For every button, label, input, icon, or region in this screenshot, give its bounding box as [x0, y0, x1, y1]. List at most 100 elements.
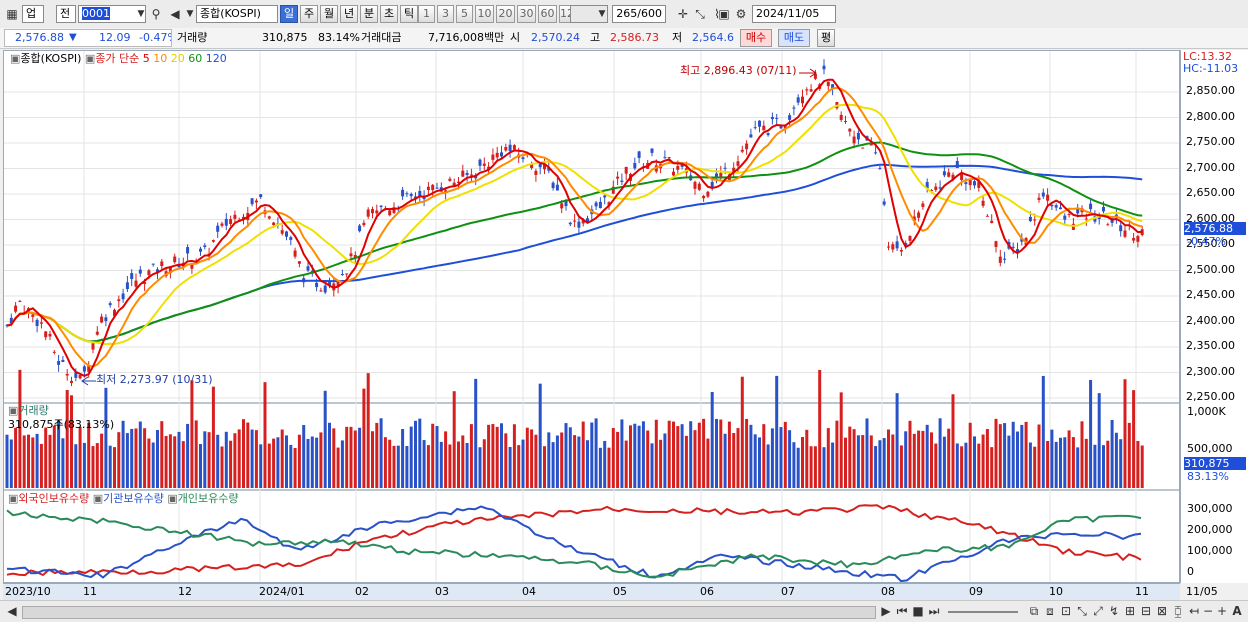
volume-bar — [22, 435, 26, 488]
chart-canvas[interactable] — [4, 51, 1179, 582]
volume-bar — [861, 435, 865, 488]
crosshair-icon[interactable]: ✛ — [677, 7, 689, 21]
count-max: /600 — [637, 7, 662, 20]
candle-body — [340, 274, 344, 276]
sell-button[interactable]: 매도 — [778, 29, 810, 47]
interval-button-0[interactable]: 1 — [418, 5, 435, 23]
tool-icon-9[interactable]: ⊠ — [1156, 604, 1168, 618]
code-input[interactable]: 0001 — [78, 5, 146, 23]
play-icon[interactable]: ▶ — [881, 604, 891, 618]
candle-body — [186, 247, 190, 254]
period-button-0[interactable]: 일 — [280, 5, 298, 23]
zoom-step-icon[interactable]: ↤ — [1188, 604, 1200, 618]
volume-bar — [48, 434, 52, 488]
eval-button[interactable]: 평 — [817, 29, 835, 47]
volume-bar — [396, 445, 400, 488]
tool-icon-1[interactable]: ⧉ — [1029, 604, 1039, 618]
candle-body — [306, 266, 310, 271]
volume-bar — [1119, 439, 1123, 488]
tool-icon-8[interactable]: ⊟ — [1140, 604, 1152, 618]
volume-bar — [186, 423, 190, 488]
candle-body — [31, 314, 35, 317]
hold-tick-3: 100,000 — [1187, 544, 1233, 557]
forward-icon[interactable]: ⏭ — [928, 604, 940, 618]
volume-bar — [1097, 393, 1101, 488]
gear-icon[interactable]: ⚙ — [735, 7, 747, 21]
candle-body — [1059, 207, 1062, 210]
zoom-in-icon[interactable]: + — [1216, 604, 1228, 618]
period-button-6[interactable]: 틱 — [400, 5, 418, 23]
candle-body — [315, 282, 319, 288]
candle-body — [259, 194, 263, 198]
scroll-field[interactable] — [570, 5, 608, 23]
rewind-icon[interactable]: ⏮ — [896, 604, 908, 618]
volume-bar — [117, 432, 121, 488]
speed-slider[interactable] — [948, 611, 1018, 613]
volume-bar — [990, 447, 994, 488]
tool-icon-4[interactable]: ⤡ — [1077, 604, 1087, 618]
period-button-4[interactable]: 분 — [360, 5, 378, 23]
prev-select[interactable]: 전 — [56, 5, 76, 23]
down-arrow-icon: ▼ — [69, 32, 77, 43]
low-label: 저 — [672, 31, 683, 44]
period-button-2[interactable]: 월 — [320, 5, 338, 23]
interval-button-3[interactable]: 10 — [475, 5, 494, 23]
auto-scale-icon[interactable]: A — [1232, 604, 1242, 618]
volume-bar — [302, 425, 306, 488]
volume-bar — [263, 382, 267, 488]
volume-bar — [1140, 445, 1144, 488]
interval-button-1[interactable]: 3 — [437, 5, 454, 23]
candle-body — [908, 236, 912, 241]
interval-button-2[interactable]: 5 — [456, 5, 473, 23]
volume-bar — [865, 418, 869, 488]
grid-icon[interactable]: ▦ — [6, 7, 18, 21]
low-annotation-arrow — [81, 376, 96, 386]
dropdown-icon-3[interactable]: ▼ — [598, 9, 606, 19]
scroll-left-icon[interactable]: ◀ — [7, 604, 17, 618]
candle-body — [289, 237, 293, 240]
candle-body — [117, 299, 121, 302]
volume-bar — [538, 383, 542, 488]
interval-button-5[interactable]: 30 — [517, 5, 536, 23]
tool-icon-5[interactable]: ⤢ — [1093, 604, 1103, 618]
dropdown-icon-2[interactable]: ▼ — [186, 9, 194, 19]
count-field[interactable]: 265/600 — [612, 5, 666, 23]
candle-body — [710, 181, 714, 188]
save-icon[interactable]: ▣ — [718, 7, 730, 21]
interval-button-6[interactable]: 60 — [538, 5, 557, 23]
date-field[interactable]: 2024/11/05 — [752, 5, 836, 23]
period-button-3[interactable]: 년 — [340, 5, 358, 23]
volume-bar — [706, 438, 710, 488]
period-button-1[interactable]: 주 — [300, 5, 318, 23]
tool-icon-10[interactable]: ⧮ — [1174, 604, 1182, 618]
dropdown-icon[interactable]: ▼ — [137, 9, 145, 19]
chart-area[interactable]: ▣종합(KOSPI) ▣종가 단순 5 10 20 60 120 최고 2,89… — [3, 50, 1180, 583]
zoom-icon[interactable]: ⤡ — [695, 7, 705, 21]
market-select[interactable]: 업 — [22, 5, 44, 23]
candle-body — [1106, 224, 1110, 226]
stop-icon[interactable]: ■ — [912, 604, 924, 618]
speaker-icon[interactable]: ◀ — [170, 7, 180, 21]
volume-bar — [727, 421, 731, 488]
candle-body — [715, 173, 718, 178]
horizontal-scrollbar[interactable] — [22, 606, 876, 619]
candle-body — [392, 207, 396, 213]
period-button-5[interactable]: 초 — [380, 5, 398, 23]
draw-icon[interactable]: ⌇ — [714, 7, 720, 21]
interval-button-4[interactable]: 20 — [496, 5, 515, 23]
buy-button[interactable]: 매수 — [740, 29, 772, 47]
candle-body — [947, 172, 951, 177]
volume-bar — [246, 422, 250, 488]
volume-bar — [156, 430, 159, 488]
tool-icon-2[interactable]: ⧈ — [1046, 604, 1054, 618]
tool-icon-3[interactable]: ⊡ — [1060, 604, 1072, 618]
tool-icon-6[interactable]: ↯ — [1108, 604, 1120, 618]
zoom-out-icon[interactable]: − — [1202, 604, 1214, 618]
candle-body — [134, 280, 138, 287]
search-icon[interactable]: ⚲ — [151, 7, 161, 21]
tool-icon-7[interactable]: ⊞ — [1124, 604, 1136, 618]
volume-bar — [758, 437, 761, 488]
volume-bar — [267, 443, 271, 488]
candle-body — [1041, 192, 1045, 197]
candle-body — [977, 181, 981, 188]
